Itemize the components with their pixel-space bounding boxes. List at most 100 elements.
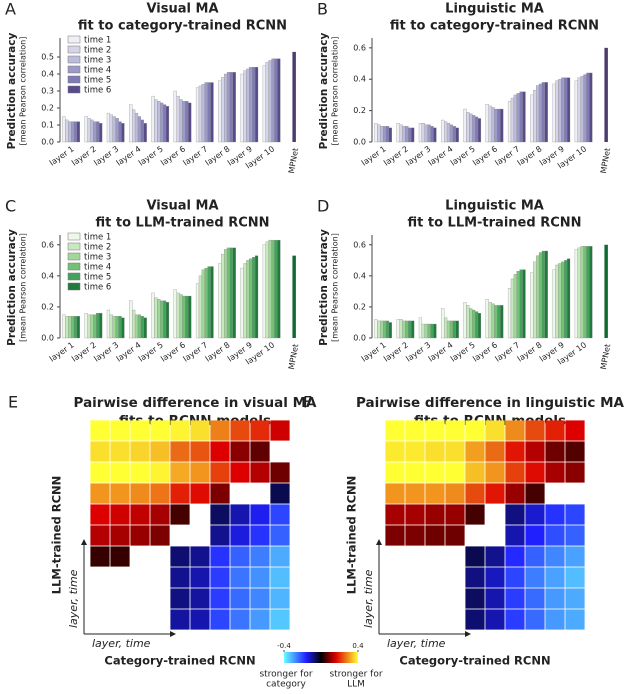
bar [536,255,540,339]
heatmap-cell [150,441,170,462]
heatmap-cell [465,462,485,483]
x-tick-label: layer 6 [471,340,499,363]
x-tick-label: layer 4 [427,144,455,167]
heatmap-cell [210,525,230,546]
bar [491,303,495,339]
heatmap-cell [270,588,290,609]
bar [507,101,512,143]
x-tick-label: layer 4 [115,340,143,363]
heatmap-cell [150,483,170,504]
bar [274,58,278,143]
chart-title: fit to LLM-trained RCNN [95,216,269,231]
bar [70,316,75,339]
bar [463,108,467,143]
bar [151,95,155,143]
heatmap-cell [385,525,405,546]
legend-label: time 4 [84,263,111,273]
heatmap-cell [270,546,290,567]
y-tick-label: 0.4 [353,75,366,84]
heatmap-cell [230,588,250,609]
bar [472,115,476,143]
bar [455,127,459,143]
bar [84,116,88,143]
heatmap-cell [445,483,465,504]
heatmap-cell [405,462,425,483]
bar [421,123,425,143]
bar [497,108,501,143]
bar [522,91,526,143]
bar [154,297,158,339]
bar [226,72,231,143]
bar [424,323,428,339]
bar [254,67,259,143]
bar [544,82,548,143]
bar [441,119,445,143]
bar [165,302,170,339]
bar [500,305,504,339]
bar [226,247,231,339]
legend-label: time 5 [84,273,111,283]
colorbar-high-label: stronger for [329,670,382,680]
heatmap-cell [465,441,485,462]
bar [277,239,281,339]
bar [132,309,136,339]
heatmap-cell [250,462,270,483]
bar [218,263,222,339]
heatmap-cell [110,504,130,525]
y-tick-label: 0.2 [353,106,366,115]
heatmap-cell [270,567,290,588]
bar [210,82,214,143]
legend-swatch [67,75,81,84]
bar [176,95,180,143]
heatmap-cell [170,483,190,504]
bar [469,308,473,339]
y-tick-label: 0.0 [353,138,366,147]
heatmap-cell [110,546,130,567]
heatmap-cell [525,420,545,441]
bar [274,239,278,339]
heatmap-cell [565,567,585,588]
colorbar-tick-label: -0.4 [277,642,291,650]
bar [385,126,390,143]
chart-title: Visual MA [146,2,218,17]
bar [221,77,225,143]
heatmap-cell [425,420,445,441]
bar [444,317,448,339]
bar [513,274,517,339]
heatmap-cell [230,525,250,546]
heatmap-cell [230,441,250,462]
bar [533,261,537,339]
heatmap-cell [565,588,585,609]
heatmap-cell [465,567,485,588]
x-tick-label: layer 2 [70,144,98,167]
heatmap-cell [445,441,465,462]
heatmap-cell [565,609,585,630]
heatmap-cell [250,588,270,609]
y-tick-label: 0.5 [41,53,54,62]
heatmap-cell [445,504,465,525]
bar [185,101,189,143]
heatmap-cell [250,567,270,588]
x-arrow-label: layer, time [92,637,151,650]
y-tick-label: 0.0 [41,334,54,343]
bar [140,119,144,143]
bar [452,320,456,339]
x-tick-label: MPNet [287,343,300,370]
bar [204,267,208,339]
bar [129,104,133,143]
bar [574,80,578,143]
heatmap-cell [150,504,170,525]
bar [134,314,139,339]
chart-title: Pairwise difference in visual MA [74,395,317,411]
heatmap-cell [210,504,230,525]
bar [474,116,479,143]
heatmap-cell [190,609,210,630]
heatmap-cell [565,441,585,462]
bar [179,294,183,339]
heatmap-cell [90,504,110,525]
mpnet-bar [604,47,608,142]
bar [157,101,161,143]
bar [232,247,236,339]
x-tick-label: layer 4 [115,144,143,167]
